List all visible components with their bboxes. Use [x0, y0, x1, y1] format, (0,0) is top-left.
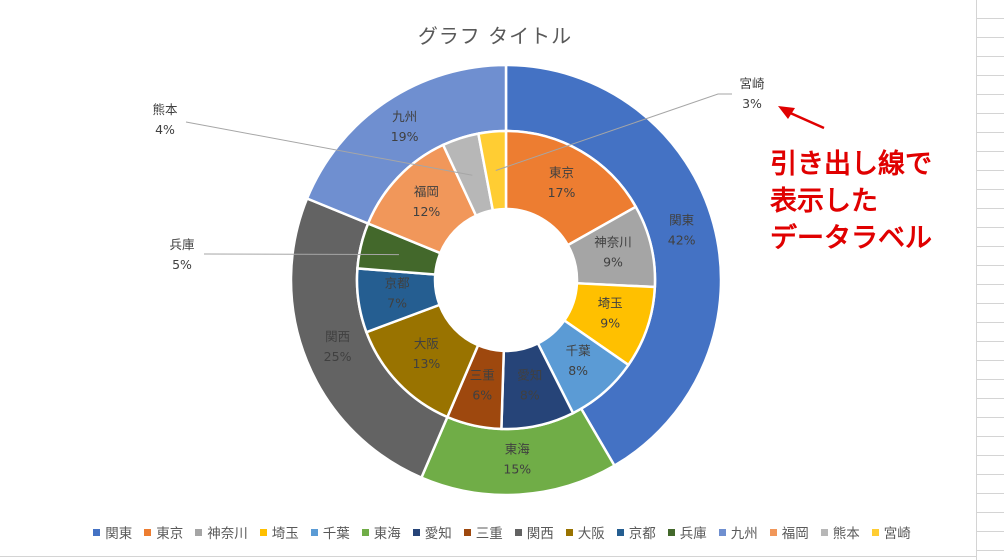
legend-label: 東海 — [373, 526, 401, 542]
legend-item[interactable]: 関東 — [93, 522, 132, 542]
data-labels[interactable]: 関東 42% 東海 15% 関西 25% 九州 19% 東京 17% 神奈川 9% 埼玉 9% 千葉 8% 愛知… — [152, 76, 765, 477]
data-label-value[interactable]: 42% — [668, 232, 696, 247]
legend-item[interactable]: 愛知 — [412, 522, 452, 542]
data-label-name[interactable]: 大阪 — [414, 336, 440, 351]
legend-label: 愛知 — [424, 526, 452, 542]
data-label-value[interactable]: 4% — [155, 122, 175, 137]
legend-swatch — [93, 528, 101, 536]
legend-swatch — [565, 528, 573, 536]
data-label-name[interactable]: 千葉 — [566, 343, 592, 358]
data-label-value[interactable]: 7% — [387, 295, 407, 310]
legend-label: 九州 — [730, 526, 758, 542]
legend-label: 三重 — [475, 526, 503, 542]
chart-legend[interactable]: 関東 東京 神奈川 埼玉 千葉 東海 愛知 三重 関西 大阪 京都 兵庫 九州 福岡 熊本 宮崎 — [0, 522, 1004, 542]
legend-swatch — [412, 528, 420, 536]
legend-item[interactable]: 宮崎 — [871, 522, 911, 542]
legend-swatch — [871, 528, 879, 536]
legend-label: 神奈川 — [207, 526, 248, 542]
data-label-value[interactable]: 6% — [472, 387, 492, 402]
legend-swatch — [310, 528, 318, 536]
legend-label: 宮崎 — [883, 526, 911, 542]
annotation-line: データラベル — [770, 223, 932, 254]
leader-line — [203, 253, 399, 256]
data-label-value[interactable]: 8% — [568, 363, 588, 378]
inner-slice-0[interactable] — [504, 129, 638, 247]
legend-label: 熊本 — [832, 526, 860, 542]
data-label-name[interactable]: 関西 — [325, 329, 350, 344]
legend-swatch — [769, 528, 777, 536]
chart-title[interactable]: グラフ タイトル — [417, 24, 573, 48]
annotation-line: 表示した — [770, 186, 878, 217]
legend-item[interactable]: 神奈川 — [195, 522, 248, 542]
data-label-name[interactable]: 九州 — [392, 109, 417, 124]
legend-item[interactable]: 大阪 — [565, 522, 605, 542]
data-label-name[interactable]: 三重 — [470, 367, 495, 382]
inner-ring[interactable] — [355, 129, 657, 431]
legend-label: 兵庫 — [679, 526, 707, 542]
leader-lines — [185, 93, 732, 256]
legend-item[interactable]: 京都 — [616, 522, 656, 542]
legend-label: 大阪 — [577, 526, 605, 542]
legend-item[interactable]: 東海 — [361, 522, 401, 542]
data-label-name[interactable]: 愛知 — [517, 367, 542, 382]
data-label-value[interactable]: 9% — [600, 315, 620, 330]
legend-label: 東京 — [156, 526, 184, 542]
legend-swatch — [718, 528, 726, 536]
legend-swatch — [514, 528, 522, 536]
legend-swatch — [144, 528, 152, 536]
legend-swatch — [259, 528, 267, 536]
data-label-name[interactable]: 宮崎 — [739, 76, 765, 91]
legend-item[interactable]: 関西 — [514, 522, 554, 542]
annotation-line: 引き出し線で — [770, 149, 932, 180]
legend-label: 福岡 — [781, 526, 809, 542]
data-label-name[interactable]: 東海 — [505, 442, 531, 457]
data-label-value[interactable]: 17% — [548, 185, 576, 200]
legend-swatch — [820, 528, 828, 536]
legend-item[interactable]: 三重 — [463, 522, 503, 542]
legend-label: 埼玉 — [271, 526, 299, 542]
legend-label: 関西 — [526, 526, 554, 542]
legend-label: 関東 — [105, 526, 133, 542]
legend-item[interactable]: 福岡 — [769, 522, 809, 542]
annotation-text: 引き出し線で 表示した データラベル — [770, 146, 932, 257]
legend-swatch — [361, 528, 369, 536]
data-label-name[interactable]: 福岡 — [414, 184, 439, 199]
data-label-name[interactable]: 京都 — [385, 275, 411, 290]
data-label-value[interactable]: 19% — [391, 129, 419, 144]
data-label-value[interactable]: 5% — [172, 257, 192, 272]
legend-swatch — [463, 528, 471, 536]
leader-line — [495, 93, 732, 171]
data-label-name[interactable]: 東京 — [549, 165, 574, 180]
outer-ring[interactable] — [289, 63, 723, 497]
legend-item[interactable]: 熊本 — [820, 522, 860, 542]
annotation-arrow — [778, 106, 825, 130]
inner-slice-11[interactable] — [476, 129, 508, 212]
leader-line — [185, 121, 473, 176]
data-label-value[interactable]: 13% — [413, 356, 441, 371]
data-label-name[interactable]: 熊本 — [152, 102, 178, 117]
data-label-value[interactable]: 3% — [742, 96, 762, 111]
data-label-value[interactable]: 9% — [603, 255, 623, 270]
data-label-value[interactable]: 15% — [503, 462, 531, 477]
data-label-name[interactable]: 兵庫 — [169, 237, 194, 252]
data-label-value[interactable]: 25% — [324, 349, 352, 364]
legend-item[interactable]: 東京 — [144, 522, 183, 542]
legend-item[interactable]: 埼玉 — [259, 522, 299, 542]
data-label-name[interactable]: 埼玉 — [598, 295, 623, 310]
data-label-name[interactable]: 関東 — [669, 212, 695, 227]
legend-item[interactable]: 千葉 — [310, 522, 350, 542]
legend-swatch — [667, 528, 675, 536]
legend-label: 京都 — [628, 526, 656, 542]
data-label-name[interactable]: 神奈川 — [594, 235, 632, 250]
legend-label: 千葉 — [322, 526, 350, 542]
legend-swatch — [616, 528, 624, 536]
legend-item[interactable]: 兵庫 — [667, 522, 707, 542]
legend-swatch — [195, 528, 203, 536]
data-label-value[interactable]: 12% — [413, 204, 441, 219]
legend-item[interactable]: 九州 — [718, 522, 758, 542]
data-label-value[interactable]: 8% — [520, 387, 540, 402]
